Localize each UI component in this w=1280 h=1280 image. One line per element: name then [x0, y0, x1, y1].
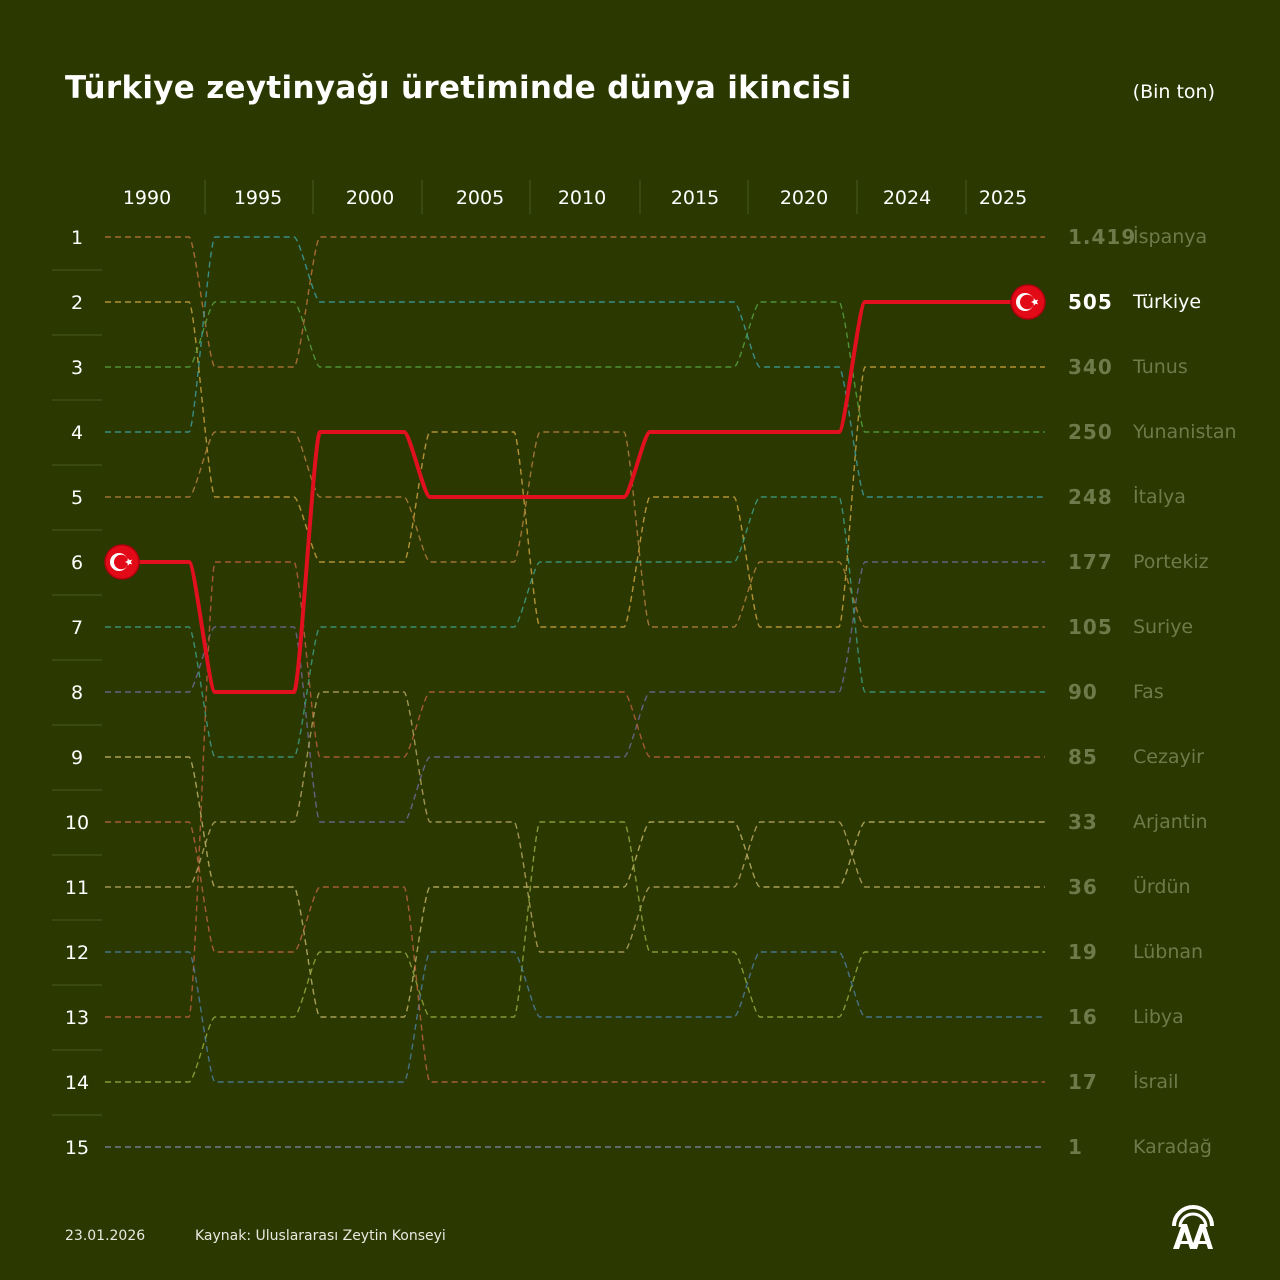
series-value-label: 177 — [1068, 550, 1113, 574]
year-label: 2005 — [456, 187, 504, 209]
series-name-label: Cezayir — [1133, 746, 1204, 768]
series-line — [105, 236, 1045, 368]
rank-label: 6 — [71, 552, 83, 574]
series-value-label: 90 — [1068, 680, 1098, 704]
series-line — [105, 756, 1045, 1018]
series-name-label: Suriye — [1133, 616, 1193, 638]
series-name-label: İtalya — [1133, 485, 1186, 508]
rank-label: 11 — [65, 877, 89, 899]
series-name-label: Fas — [1133, 681, 1164, 703]
rank-label: 3 — [71, 357, 83, 379]
series-line-turkiye — [105, 300, 1045, 694]
unit-label: (Bin ton) — [1132, 81, 1215, 103]
series-name-label: Lübnan — [1133, 941, 1203, 963]
footer-date: 23.01.2026 — [65, 1228, 146, 1244]
rank-label: 2 — [71, 292, 83, 314]
highlight-line — [104, 284, 1046, 694]
series-line — [105, 561, 1045, 1018]
rank-label: 8 — [71, 682, 83, 704]
series-value-label: 19 — [1068, 940, 1098, 964]
series-value-label: 85 — [1068, 745, 1098, 769]
series-line — [105, 691, 1045, 953]
series-value-label: 16 — [1068, 1005, 1098, 1029]
year-label: 1995 — [234, 187, 282, 209]
series-value-label: 248 — [1068, 485, 1113, 509]
bump-chart: 1990 1995 2000 2005 2010 2015 2020 2024 2025 123… — [52, 180, 1237, 1159]
year-label: 1990 — [123, 187, 171, 209]
series-value-label: 105 — [1068, 615, 1113, 639]
series-name-label: Karadağ — [1133, 1136, 1212, 1158]
series-value-label: 17 — [1068, 1070, 1098, 1094]
rank-label: 7 — [71, 617, 83, 639]
series-value-label: 250 — [1068, 420, 1113, 444]
series-name-label: İspanya — [1133, 225, 1207, 248]
rank-label: 12 — [65, 942, 89, 964]
footer-source: Kaynak: Uluslararası Zeytin Konseyi — [195, 1228, 446, 1244]
rank-label: 15 — [65, 1137, 89, 1159]
year-axis: 1990 1995 2000 2005 2010 2015 2020 2024 2025 — [123, 180, 1027, 214]
series-name-label: Libya — [1133, 1006, 1184, 1028]
series-line — [105, 236, 1045, 498]
turkish-flag-icon — [1010, 284, 1046, 320]
year-label: 2000 — [346, 187, 394, 209]
series-value-label: 505 — [1068, 290, 1113, 314]
series-value-label: 33 — [1068, 810, 1098, 834]
series-line — [105, 301, 1045, 433]
series-line — [105, 821, 1045, 1083]
aa-logo — [1172, 1205, 1214, 1249]
rank-label: 5 — [71, 487, 83, 509]
series-line — [105, 561, 1045, 823]
rank-label: 13 — [65, 1007, 89, 1029]
year-label: 2015 — [671, 187, 719, 209]
rank-label: 10 — [65, 812, 89, 834]
series-value-label: 340 — [1068, 355, 1113, 379]
series-line — [105, 431, 1045, 628]
series-lines — [105, 236, 1045, 1148]
series-line — [105, 821, 1045, 1083]
series-name-label: Yunanistan — [1132, 421, 1237, 443]
year-label: 2024 — [883, 187, 931, 209]
series-value-label: 1.419 — [1068, 225, 1136, 249]
series-value-label: 1 — [1068, 1135, 1083, 1159]
rank-label: 4 — [71, 422, 83, 444]
year-label: 2025 — [979, 187, 1027, 209]
series-line — [105, 301, 1045, 628]
series-name-label: İsrail — [1133, 1070, 1179, 1093]
chart-title: Türkiye zeytinyağı üretiminde dünya ikin… — [65, 70, 852, 106]
series-name-label: Tunus — [1132, 356, 1188, 378]
rank-label: 14 — [65, 1072, 89, 1094]
series-value-label: 36 — [1068, 875, 1098, 899]
series-name-label: Portekiz — [1133, 551, 1209, 573]
series-name-label: Türkiye — [1132, 291, 1201, 313]
rank-label: 1 — [71, 227, 83, 249]
year-label: 2020 — [780, 187, 828, 209]
rank-label: 9 — [71, 747, 83, 769]
series-name-label: Arjantin — [1133, 811, 1208, 833]
year-label: 2010 — [558, 187, 606, 209]
turkish-flag-icon — [104, 544, 140, 580]
series-name-label: Ürdün — [1133, 875, 1191, 898]
